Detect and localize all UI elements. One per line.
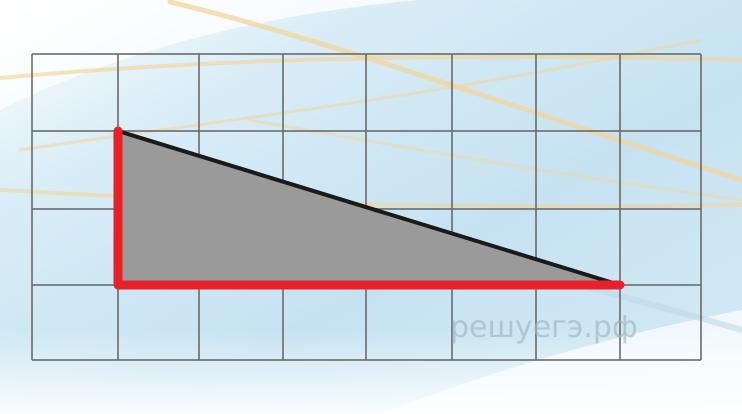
background-bottom-fade xyxy=(0,330,742,414)
decor-streak xyxy=(0,188,742,209)
decor-streak xyxy=(167,0,742,183)
triangle-legs xyxy=(113,126,625,290)
triangle-hypotenuse xyxy=(116,129,622,287)
triangle xyxy=(113,126,625,290)
decor-streak xyxy=(248,118,742,202)
background-light-wave xyxy=(0,0,420,110)
watermark: решуегэ.рф xyxy=(450,310,638,345)
decor-streak xyxy=(18,38,702,152)
